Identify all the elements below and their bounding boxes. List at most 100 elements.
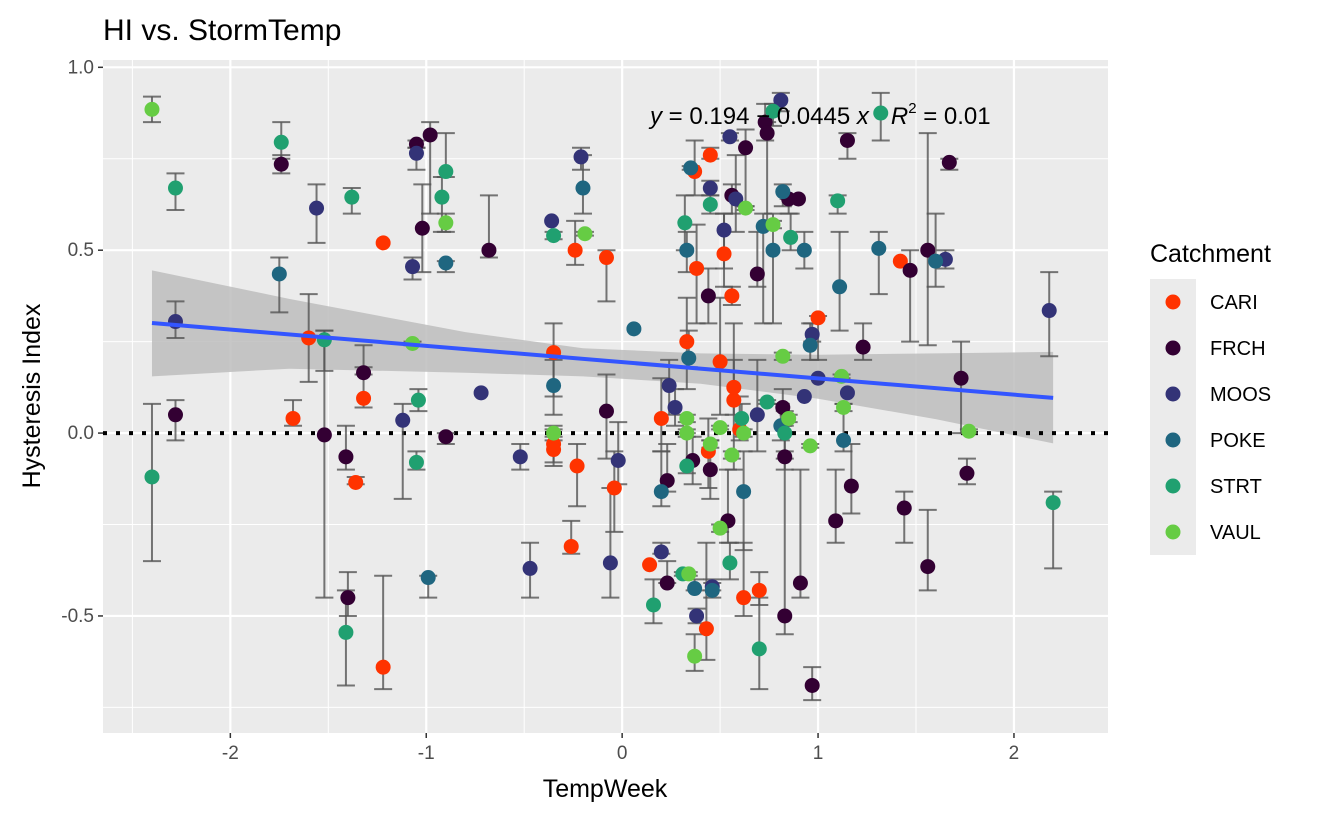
data-point-cari (716, 246, 732, 262)
data-point-strt (722, 555, 738, 571)
x-tick-label: -2 (222, 743, 239, 764)
data-point-frch (855, 339, 871, 355)
data-point-vaul (679, 410, 695, 426)
data-point-moos (602, 555, 618, 571)
data-point-strt (702, 196, 718, 212)
data-point-cari (679, 334, 695, 350)
data-point-moos (667, 399, 683, 415)
data-point-moos (653, 544, 669, 560)
y-tick-label: 1.0 (68, 57, 94, 78)
legend-label-strt: STRT (1210, 476, 1262, 498)
data-point-vaul (702, 436, 718, 452)
data-point-frch (702, 462, 718, 478)
data-point-cari (724, 288, 740, 304)
equation-r: R (891, 103, 908, 130)
data-point-poke (765, 242, 781, 258)
data-point-moos (512, 449, 528, 465)
data-point-strt (273, 134, 289, 150)
y-axis-ticks: -0.5 0.0 0.5 1.0 (61, 57, 103, 627)
confidence-band (151, 270, 1054, 444)
data-point-strt (830, 193, 846, 209)
data-point-moos (408, 145, 424, 161)
data-point-poke (871, 240, 887, 256)
data-point-poke (704, 582, 720, 598)
data-point-poke (832, 279, 848, 295)
equation-body: = 0.194 − 0.0445 (662, 103, 857, 130)
legend-marker-cari (1165, 294, 1181, 310)
data-point-moos (544, 213, 560, 229)
data-point-frch (839, 132, 855, 148)
legend-marker-moos (1165, 386, 1181, 402)
data-point-poke (928, 253, 944, 269)
data-point-cari (653, 410, 669, 426)
data-point-cari (751, 582, 767, 598)
data-point-vaul (712, 520, 728, 536)
data-point-moos (661, 378, 677, 394)
y-tick-label: -0.5 (61, 606, 94, 627)
data-point-cari (375, 235, 391, 251)
data-point-frch (941, 154, 957, 170)
data-point-moos (522, 560, 538, 576)
data-point-cari (348, 474, 364, 490)
data-point-moos (1041, 303, 1057, 319)
confidence-band-layer (151, 270, 1054, 444)
data-point-frch (775, 399, 791, 415)
data-point-vaul (738, 200, 754, 216)
x-axis-ticks: -2 -1 0 1 2 (222, 733, 1019, 764)
legend-label-vaul: VAUL (1210, 522, 1261, 544)
data-point-strt (873, 105, 889, 121)
data-point-cari (546, 442, 562, 458)
data-point-poke (420, 570, 436, 586)
data-point-frch (167, 407, 183, 423)
legend-marker-strt (1165, 478, 1181, 494)
data-point-frch (738, 140, 754, 156)
data-point-vaul (775, 348, 791, 364)
data-point-cari (569, 458, 585, 474)
legend-label-frch: FRCH (1210, 338, 1266, 360)
data-point-moos (702, 180, 718, 196)
data-point-moos (689, 608, 705, 624)
x-tick-label: -1 (418, 743, 435, 764)
data-point-vaul (681, 566, 697, 582)
legend-label-moos: MOOS (1210, 384, 1271, 406)
data-point-vaul (577, 226, 593, 242)
data-point-moos (405, 259, 421, 275)
data-point-poke (546, 378, 562, 394)
data-point-moos (728, 191, 744, 207)
legend-label-poke: POKE (1210, 430, 1266, 452)
data-point-frch (792, 575, 808, 591)
data-point-frch (316, 427, 332, 443)
data-point-moos (716, 222, 732, 238)
data-point-cari (736, 590, 752, 606)
data-point-vaul (546, 425, 562, 441)
data-point-poke (796, 242, 812, 258)
data-point-vaul (712, 420, 728, 436)
data-point-moos (722, 129, 738, 145)
data-point-frch (438, 429, 454, 445)
data-point-frch (843, 478, 859, 494)
data-point-strt (777, 425, 793, 441)
data-point-frch (340, 590, 356, 606)
legend-label-cari: CARI (1210, 292, 1258, 314)
data-point-strt (438, 164, 454, 180)
data-point-moos (309, 200, 325, 216)
legend-marker-frch (1165, 340, 1181, 356)
data-point-vaul (724, 447, 740, 463)
legend-marker-vaul (1165, 524, 1181, 540)
data-point-cari (375, 659, 391, 675)
data-point-strt (546, 228, 562, 244)
data-point-vaul (687, 648, 703, 664)
data-point-poke (736, 484, 752, 500)
data-point-strt (645, 597, 661, 613)
data-point-strt (759, 394, 775, 410)
data-point-strt (338, 624, 354, 640)
data-point-frch (338, 449, 354, 465)
regression-line (151, 321, 1054, 400)
data-point-strt (1045, 495, 1061, 511)
data-point-frch (896, 500, 912, 516)
equation-r-exp: 2 (908, 100, 916, 117)
data-point-frch (759, 125, 775, 141)
data-point-poke (271, 266, 287, 282)
data-point-poke (775, 184, 791, 200)
